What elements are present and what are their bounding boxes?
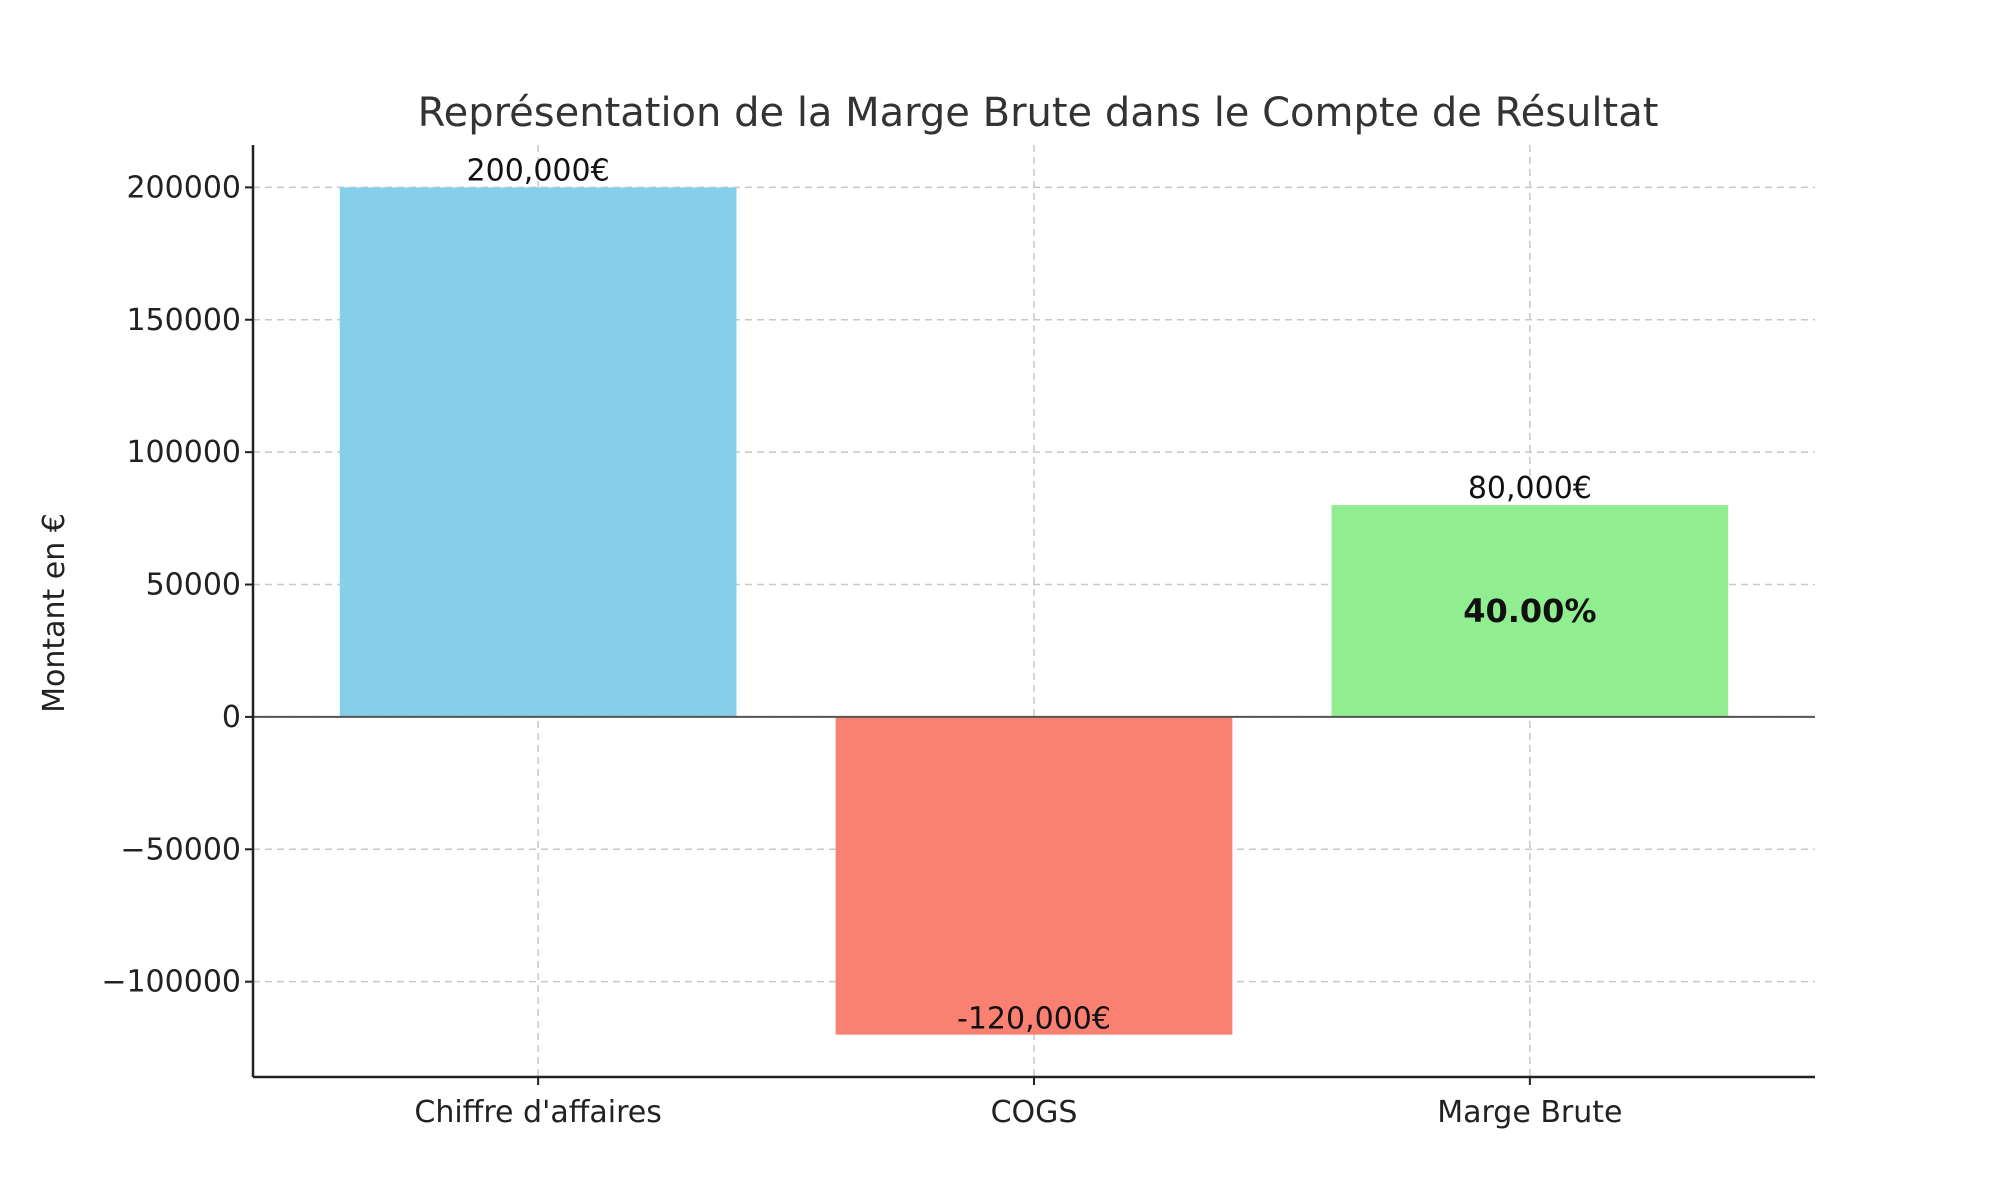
x-tick-label: COGS (991, 1095, 1078, 1130)
bar (1331, 505, 1729, 717)
y-tick-label: 200000 (126, 170, 241, 205)
data-label: 80,000€ (1468, 471, 1592, 506)
x-tick-label: Marge Brute (1437, 1095, 1622, 1130)
y-tick-label: 100000 (126, 435, 241, 470)
bars (339, 187, 1729, 1035)
y-tick-label: 50000 (146, 568, 241, 603)
labels: 200000 150000 100000 50000 0 −50000 −100000 Chi… (101, 153, 1622, 1130)
y-tick-label: 150000 (126, 303, 241, 338)
chart-title: Représentation de la Marge Brute dans le… (418, 90, 1659, 136)
y-tick-label: 0 (222, 700, 241, 735)
y-tick-label: −100000 (101, 965, 241, 1000)
x-tick-label: Chiffre d'affaires (414, 1095, 661, 1130)
axes (245, 145, 1815, 1085)
margin-percentage-label: 40.00% (1463, 592, 1596, 630)
data-label: 200,000€ (467, 153, 610, 188)
y-tick-label: −50000 (120, 832, 241, 867)
bar (339, 187, 737, 717)
data-label: -120,000€ (957, 1002, 1111, 1037)
bar (835, 716, 1233, 1035)
y-axis-label: Montant en € (37, 513, 72, 713)
